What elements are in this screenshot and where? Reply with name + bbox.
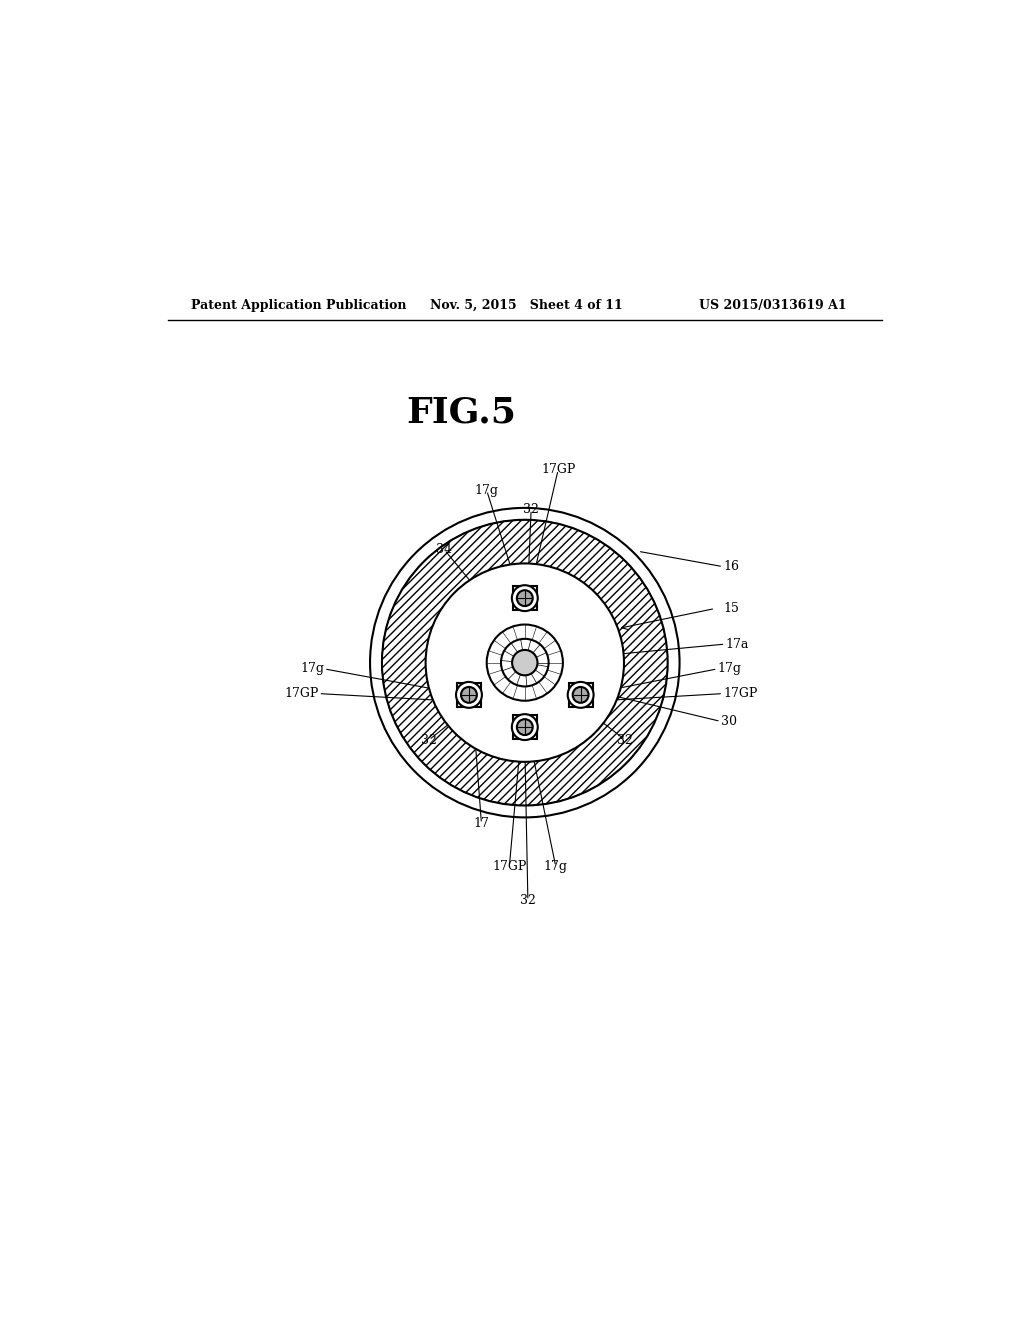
Text: 17g: 17g: [718, 663, 741, 676]
Text: 17a: 17a: [726, 638, 749, 651]
Text: 32: 32: [617, 734, 633, 747]
Circle shape: [382, 520, 668, 805]
Circle shape: [486, 624, 563, 701]
Circle shape: [426, 564, 624, 762]
Circle shape: [512, 585, 538, 611]
Text: 32: 32: [523, 503, 539, 516]
Text: Nov. 5, 2015   Sheet 4 of 11: Nov. 5, 2015 Sheet 4 of 11: [430, 300, 623, 312]
Bar: [457, 682, 481, 706]
Circle shape: [567, 682, 594, 708]
Circle shape: [517, 719, 532, 735]
Circle shape: [517, 590, 532, 606]
Text: FIG.5: FIG.5: [407, 396, 516, 429]
Bar: [513, 715, 537, 739]
Text: 17GP: 17GP: [723, 688, 758, 700]
Circle shape: [501, 639, 549, 686]
Circle shape: [461, 686, 477, 702]
Text: 16: 16: [723, 560, 739, 573]
Text: 36: 36: [442, 638, 459, 651]
Text: 15: 15: [723, 602, 739, 615]
Text: 17: 17: [473, 817, 489, 830]
Text: 17g: 17g: [544, 861, 567, 873]
Bar: [568, 682, 593, 706]
Circle shape: [512, 714, 538, 741]
Text: US 2015/0313619 A1: US 2015/0313619 A1: [699, 300, 847, 312]
Circle shape: [572, 686, 589, 702]
Text: 17GP: 17GP: [541, 463, 575, 477]
Text: 17g: 17g: [475, 484, 499, 496]
Bar: [513, 586, 537, 610]
Text: 17GP: 17GP: [493, 861, 526, 873]
Text: 32: 32: [421, 734, 437, 747]
Circle shape: [512, 649, 538, 676]
Text: Patent Application Publication: Patent Application Publication: [191, 300, 407, 312]
Text: 32: 32: [520, 894, 536, 907]
Circle shape: [456, 682, 482, 708]
Text: 17g: 17g: [300, 663, 324, 676]
Text: 30: 30: [721, 715, 737, 727]
Text: 34: 34: [436, 543, 453, 556]
Text: 17GP: 17GP: [284, 688, 318, 700]
